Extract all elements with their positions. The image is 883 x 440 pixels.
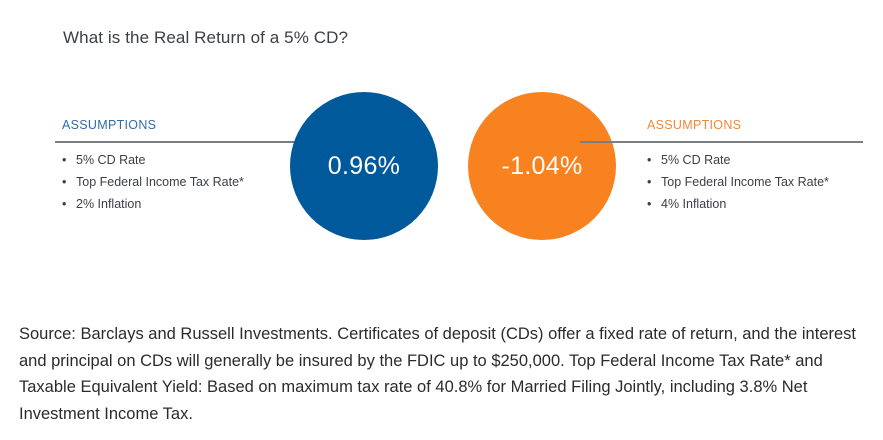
- right-assumption-item: 5% CD Rate: [647, 152, 829, 174]
- real-return-circle-low-inflation: 0.96%: [290, 92, 438, 240]
- right-assumptions-list: 5% CD Rate Top Federal Income Tax Rate* …: [647, 152, 829, 218]
- right-assumption-item: Top Federal Income Tax Rate*: [647, 174, 829, 196]
- real-return-value-low-inflation: 0.96%: [327, 151, 401, 180]
- right-assumptions-heading: ASSUMPTIONS: [647, 118, 742, 132]
- left-assumption-item: Top Federal Income Tax Rate*: [62, 174, 244, 196]
- right-assumption-item: 4% Inflation: [647, 196, 829, 218]
- left-assumptions-list: 5% CD Rate Top Federal Income Tax Rate* …: [62, 152, 244, 218]
- real-return-value-high-inflation: -1.04%: [501, 151, 583, 180]
- real-return-circle-high-inflation: -1.04%: [468, 92, 616, 240]
- right-divider: [580, 141, 863, 143]
- left-divider: [55, 141, 325, 143]
- source-note: Source: Barclays and Russell Investments…: [19, 325, 856, 423]
- left-assumptions-heading: ASSUMPTIONS: [62, 118, 157, 132]
- left-assumption-item: 5% CD Rate: [62, 152, 244, 174]
- left-assumption-item: 2% Inflation: [62, 196, 244, 218]
- infographic-title: What is the Real Return of a 5% CD?: [63, 28, 349, 47]
